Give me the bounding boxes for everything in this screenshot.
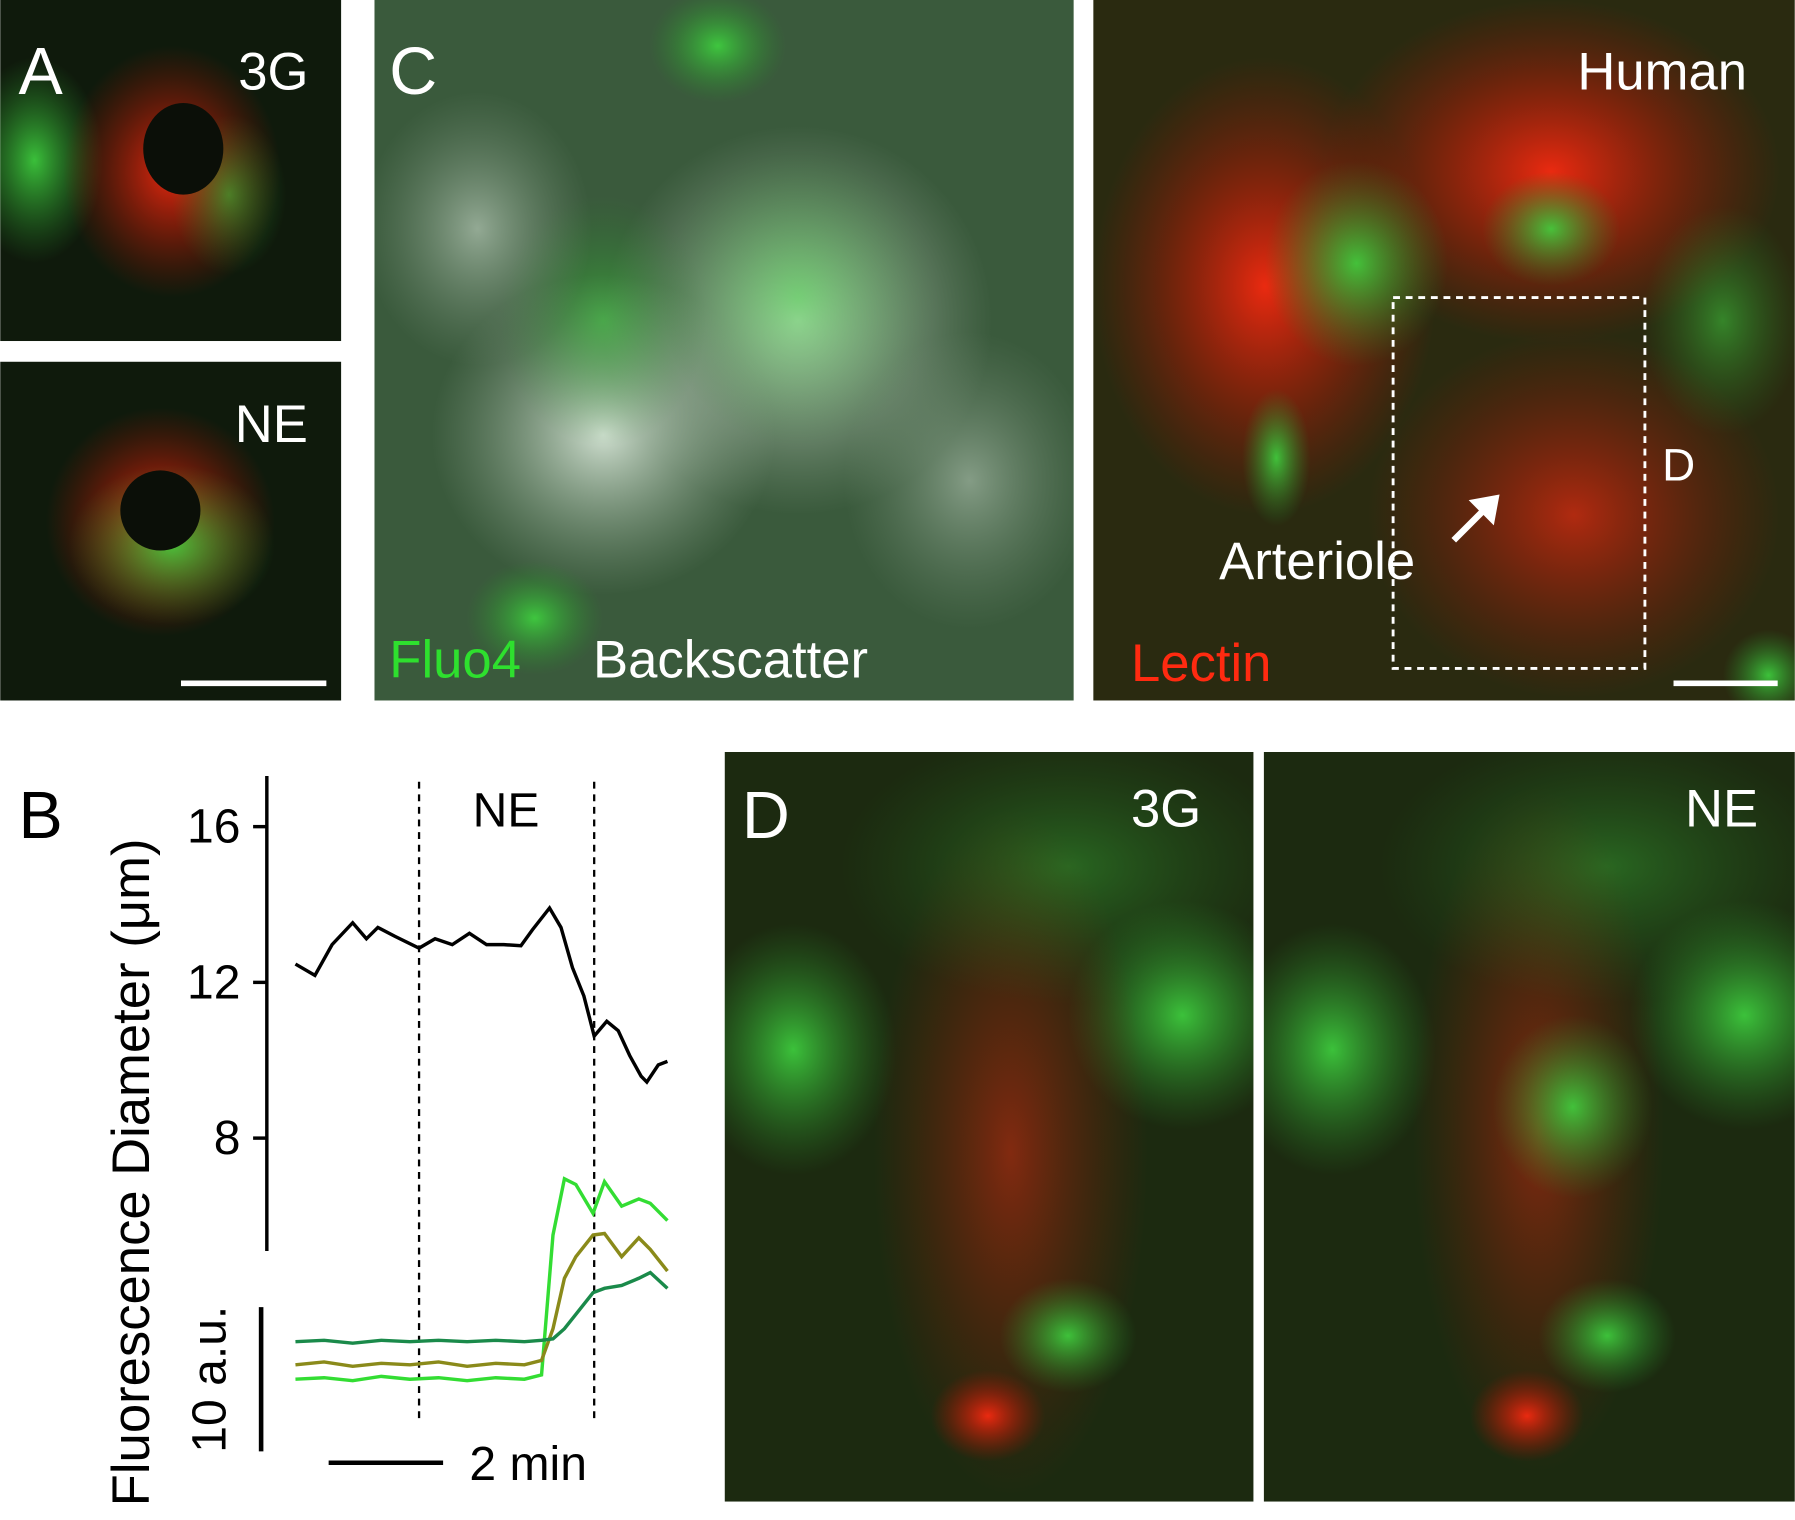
inset-box (1391, 296, 1647, 670)
panel-label: C (389, 35, 437, 109)
species-label: Human (1577, 42, 1747, 101)
condition-label: 3G (238, 42, 308, 101)
annotation: Arteriole (1219, 532, 1415, 591)
y-scale-label: 10 a.u. (183, 1306, 237, 1453)
y-tick-label: 16 (187, 800, 240, 854)
channel-label: Lectin (1131, 634, 1271, 693)
panel-label: A (18, 35, 63, 109)
data-line (295, 1231, 669, 1369)
panel-label: B (18, 779, 62, 853)
data-line (294, 904, 669, 1085)
y-axis-label: Diameter (μm) (102, 839, 161, 1176)
arrow (1451, 494, 1500, 543)
condition-label: NE (235, 395, 308, 454)
y2-axis-label: Fluorescence (102, 1190, 161, 1506)
channel-label: Fluo4 (389, 631, 521, 690)
channel-label: Backscatter (593, 631, 868, 690)
image-a-top (0, 0, 342, 342)
condition-label: NE (1685, 779, 1758, 838)
annotation: NE (473, 783, 540, 837)
image-d-left (724, 751, 1254, 1502)
data-line (295, 1270, 669, 1345)
y-tick-label: 8 (214, 1111, 241, 1165)
image-d-right (1263, 751, 1795, 1502)
x-scale-label: 2 min (469, 1437, 587, 1491)
image-a-bottom (0, 361, 342, 701)
y-tick-label: 12 (187, 955, 240, 1009)
data-line (295, 1176, 669, 1383)
image-c (374, 0, 1074, 701)
chart: B NE Diameter (μm) Fluorescence 8 12 16 10 … (18, 776, 669, 1506)
image-human (1093, 0, 1795, 701)
condition-label: 3G (1131, 779, 1201, 838)
inset-label: D (1662, 440, 1695, 491)
panel-label: D (742, 779, 790, 853)
